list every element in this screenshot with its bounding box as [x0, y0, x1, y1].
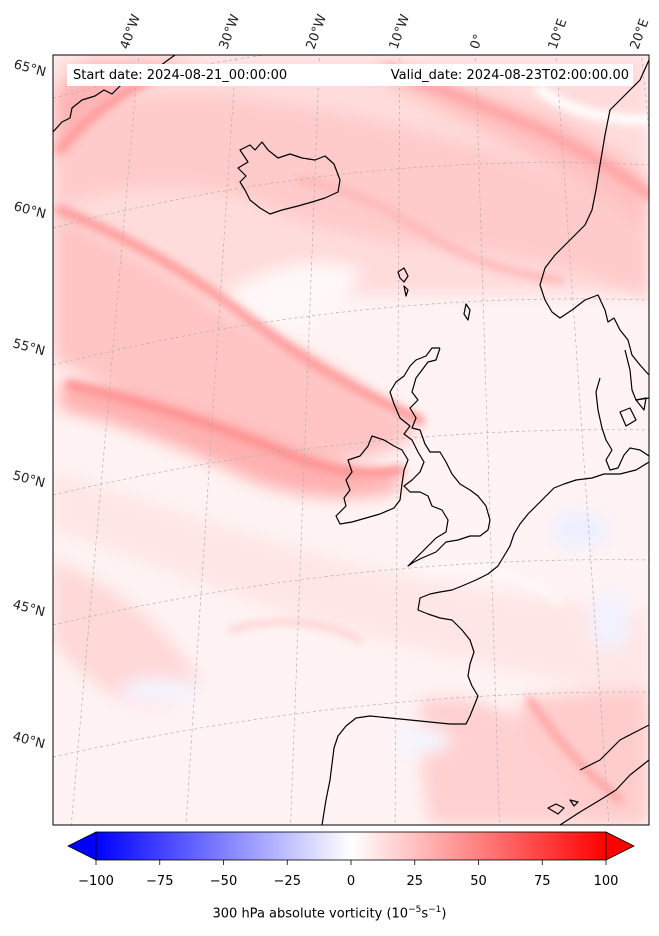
lon-label-20e: 20°E: [628, 17, 653, 52]
colorbar-label: 300 hPa absolute vorticity (10−5s−1): [212, 905, 447, 922]
map-panel: [53, 55, 649, 825]
lon-label-0: 0°: [468, 32, 487, 51]
longitude-labels: 40°W 30°W 20°W 10°W 0° 10°E 20°E: [118, 12, 653, 51]
lat-label-45n: 45°N: [11, 597, 47, 620]
faroe-islands: [397, 267, 409, 297]
lon-label-10e: 10°E: [546, 17, 571, 52]
meridian-0: [475, 55, 500, 825]
meridian-40w: [70, 55, 140, 825]
parallel-45n: [53, 559, 649, 626]
colorbar-tick-label: 100: [594, 874, 619, 889]
lon-label-30w: 30°W: [217, 12, 243, 51]
parallel-55n: [53, 298, 649, 366]
valid-date-label: Valid_date: 2024-08-23T02:00:00.00: [391, 68, 629, 83]
meridian-10e: [555, 55, 610, 825]
colorbar-low-extend: [67, 831, 97, 861]
start-date-label: Start date: 2024-08-21_00:00:00: [73, 68, 287, 83]
header-box: [67, 64, 633, 86]
shetland-islands: [463, 303, 471, 321]
lat-label-60n: 60°N: [12, 199, 48, 222]
africa-inland: [579, 724, 649, 771]
colorbar-tick-label: 25: [406, 874, 423, 889]
colorbar-tick-label: 50: [470, 874, 487, 889]
lat-label-55n: 55°N: [11, 336, 47, 359]
parallel-60n: [53, 162, 649, 229]
colorbar-tick-label: 0: [347, 874, 355, 889]
parallel-50n: [53, 429, 649, 496]
continent-coast: [321, 461, 649, 825]
lat-label-50n: 50°N: [11, 468, 47, 491]
coastlines: [53, 55, 649, 825]
colorbar-high-extend: [605, 831, 635, 861]
iceland-coast: [237, 141, 341, 215]
norway-coast: [539, 59, 649, 376]
meridian-10w: [394, 55, 401, 825]
map-frame: [52, 54, 650, 826]
colorbar: −100 −75 −50 −25 0 25 50 75 100: [67, 831, 635, 889]
denmark-coast: [595, 377, 649, 471]
meridian-20w: [290, 55, 320, 825]
colorbar-tick-label: 75: [534, 874, 551, 889]
lon-label-40w: 40°W: [118, 12, 144, 51]
north-africa-coast: [559, 759, 649, 825]
colorbar-gradient: [95, 831, 607, 861]
lon-label-10w: 10°W: [387, 12, 413, 51]
colorbar-ticks: −100 −75 −50 −25 0 25 50 75 100: [78, 860, 618, 889]
lon-label-20w: 20°W: [304, 12, 330, 51]
colorbar-tick-label: −25: [274, 874, 301, 889]
meridian-30w: [185, 55, 237, 825]
colorbar-tick-label: −100: [78, 874, 114, 889]
colorbar-tick-label: −75: [146, 874, 173, 889]
colorbar-tick-label: −50: [210, 874, 237, 889]
sweden-coast: [624, 349, 649, 401]
lat-label-65n: 65°N: [12, 57, 48, 80]
latitude-labels: 65°N 60°N 55°N 50°N 45°N 40°N: [11, 57, 48, 752]
mallorca: [547, 799, 579, 815]
ireland-coast: [335, 435, 409, 525]
lat-label-40n: 40°N: [11, 729, 47, 752]
great-britain-coast: [389, 347, 491, 567]
parallel-40n: [53, 691, 649, 758]
